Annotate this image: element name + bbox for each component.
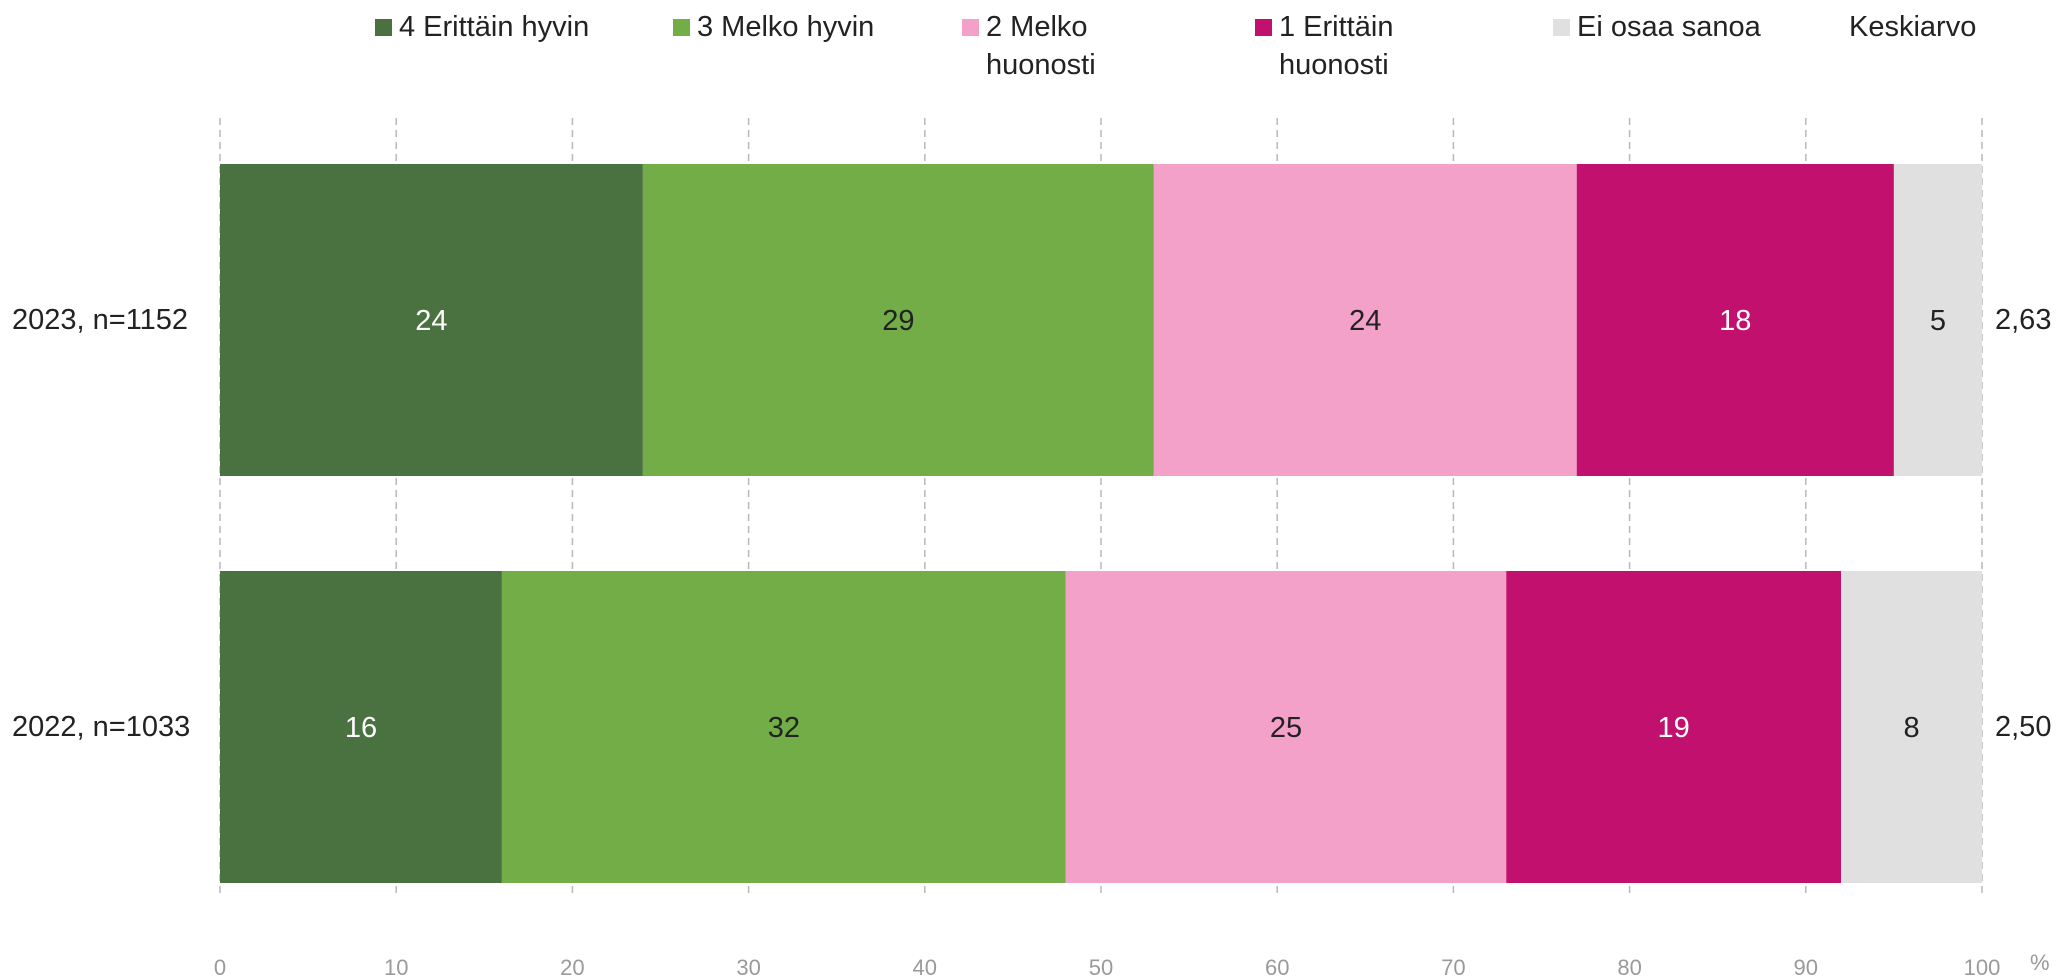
mean-column-header: Keskiarvo xyxy=(1849,11,1977,43)
data-label: 16 xyxy=(345,712,377,744)
x-tick-label: 30 xyxy=(736,955,760,976)
bar-segment xyxy=(1841,571,1982,883)
legend-label: 1 Erittäin huonosti xyxy=(1279,11,1394,81)
bar-segment xyxy=(642,164,1154,476)
legend-swatch xyxy=(962,19,979,36)
x-tick-label: 100 xyxy=(1964,955,2001,976)
category-label: 2023, n=1152 xyxy=(12,304,189,336)
legend-label: 4 Erittäin hyvin xyxy=(399,11,590,43)
bar-segment xyxy=(220,571,502,883)
data-label: 8 xyxy=(1903,712,1919,744)
legend-label: 3 Melko hyvin xyxy=(697,11,875,43)
data-label: 32 xyxy=(768,712,800,744)
legend: 4 Erittäin hyvin 3 Melko hyvin 2 Melko huo… xyxy=(0,8,2058,88)
legend-swatch xyxy=(1553,19,1570,36)
data-label: 19 xyxy=(1658,712,1690,744)
mean-value: 2,63 xyxy=(1995,304,2052,336)
x-tick-label: 70 xyxy=(1441,955,1465,976)
legend-label: 2 Melko huonosti xyxy=(986,11,1096,81)
mean-value: 2,50 xyxy=(1995,711,2052,743)
legend-label: Ei osaa sanoa xyxy=(1577,11,1761,43)
x-tick-label: 10 xyxy=(384,955,408,976)
x-tick-label: 90 xyxy=(1794,955,1818,976)
x-axis-unit: % xyxy=(2030,950,2050,975)
x-tick-label: 60 xyxy=(1265,955,1289,976)
legend-swatch xyxy=(673,19,690,36)
bar-segment xyxy=(501,571,1066,883)
x-tick-label: 20 xyxy=(560,955,584,976)
x-tick-label: 80 xyxy=(1617,955,1641,976)
bar-segment xyxy=(1153,164,1577,476)
data-label: 25 xyxy=(1270,712,1302,744)
category-label: 2022, n=1033 xyxy=(12,711,191,743)
data-label: 24 xyxy=(415,305,447,337)
bar-segment xyxy=(1893,164,1982,476)
data-label: 29 xyxy=(882,305,914,337)
data-label: 5 xyxy=(1930,305,1946,337)
bar-segment xyxy=(1576,164,1894,476)
bar-segment xyxy=(1065,571,1507,883)
x-tick-label: 40 xyxy=(913,955,937,976)
legend-swatch xyxy=(1255,19,1272,36)
legend-swatch xyxy=(375,19,392,36)
x-tick-label: 50 xyxy=(1089,955,1113,976)
bar-segment xyxy=(1506,571,1842,883)
x-tick-label: 0 xyxy=(214,955,226,976)
data-label: 18 xyxy=(1719,305,1751,337)
bar-segment xyxy=(220,164,643,476)
data-label: 24 xyxy=(1349,305,1381,337)
